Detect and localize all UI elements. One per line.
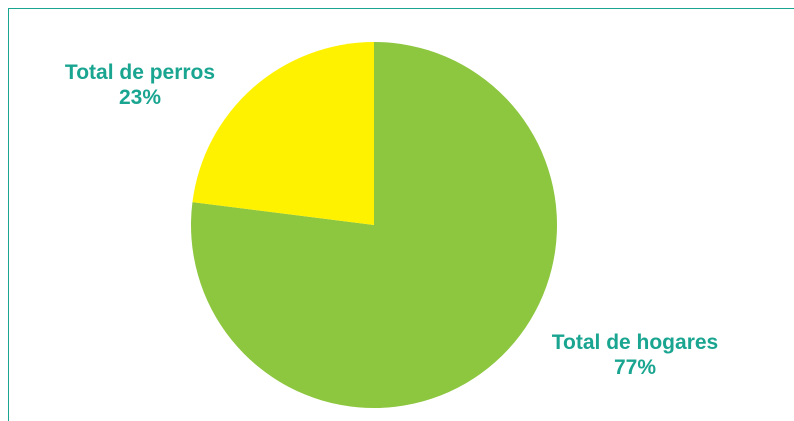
slice-value-total-de-perros: 23%: [118, 86, 162, 109]
data-label-total-de-hogares: Total de hogares 77%: [520, 330, 750, 380]
slice-name-total-de-hogares: Total de hogares: [551, 331, 719, 354]
data-label-total-de-perros: Total de perros 23%: [40, 60, 240, 110]
chart-frame: [8, 8, 794, 421]
pie-slices: [191, 42, 557, 408]
pie-slice-total-de-perros: [192, 42, 374, 225]
slice-value-total-de-hogares: 77%: [613, 356, 657, 379]
slice-name-total-de-perros: Total de perros: [64, 61, 216, 84]
